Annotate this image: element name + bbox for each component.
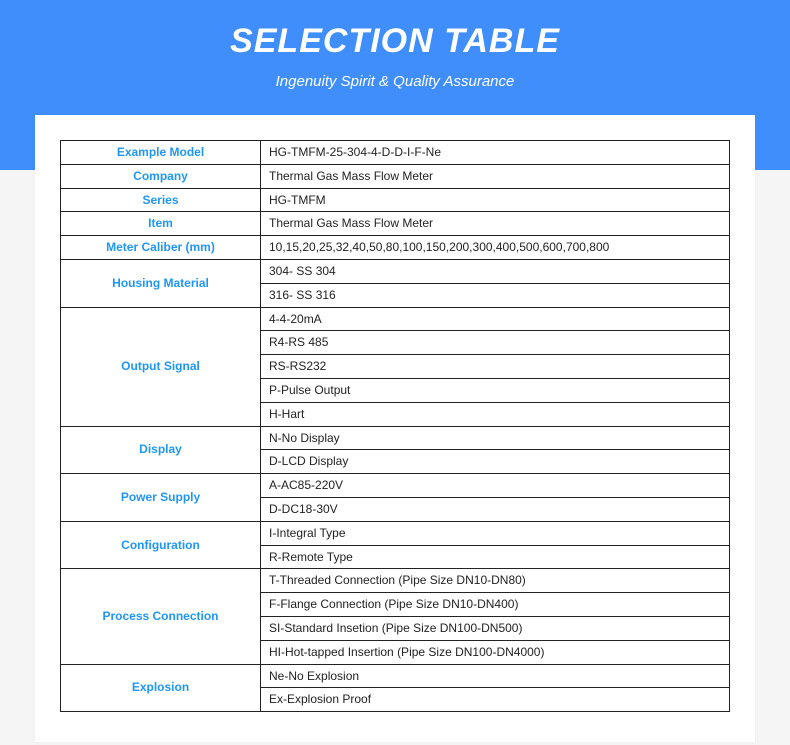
row-label: Power Supply: [61, 474, 261, 522]
row-label: Company: [61, 164, 261, 188]
row-value: P-Pulse Output: [261, 378, 730, 402]
row-value: N-No Display: [261, 426, 730, 450]
row-value: T-Threaded Connection (Pipe Size DN10-DN…: [261, 569, 730, 593]
row-value: F-Flange Connection (Pipe Size DN10-DN40…: [261, 593, 730, 617]
row-label: Meter Caliber (mm): [61, 236, 261, 260]
row-value: 4-4-20mA: [261, 307, 730, 331]
table-row: Power SupplyA-AC85-220V: [61, 474, 730, 498]
row-value: Thermal Gas Mass Flow Meter: [261, 212, 730, 236]
table-row: SeriesHG-TMFM: [61, 188, 730, 212]
row-value: RS-RS232: [261, 355, 730, 379]
row-label: Output Signal: [61, 307, 261, 426]
table-row: DisplayN-No Display: [61, 426, 730, 450]
row-label: Display: [61, 426, 261, 474]
row-value: HG-TMFM-25-304-4-D-D-I-F-Ne: [261, 141, 730, 165]
row-label: Example Model: [61, 141, 261, 165]
table-row: ItemThermal Gas Mass Flow Meter: [61, 212, 730, 236]
selection-table: Example ModelHG-TMFM-25-304-4-D-D-I-F-Ne…: [60, 140, 730, 712]
row-label: Series: [61, 188, 261, 212]
page-title: SELECTION TABLE: [0, 22, 790, 61]
row-label: Housing Material: [61, 259, 261, 307]
row-value: Ne-No Explosion: [261, 664, 730, 688]
row-value: HI-Hot-tapped Insertion (Pipe Size DN100…: [261, 640, 730, 664]
row-value: SI-Standard Insetion (Pipe Size DN100-DN…: [261, 616, 730, 640]
row-label: Process Connection: [61, 569, 261, 664]
row-label: Explosion: [61, 664, 261, 712]
row-value: Ex-Explosion Proof: [261, 688, 730, 712]
table-row: Housing Material304- SS 304: [61, 259, 730, 283]
row-value: Thermal Gas Mass Flow Meter: [261, 164, 730, 188]
row-value: R-Remote Type: [261, 545, 730, 569]
table-card: Example ModelHG-TMFM-25-304-4-D-D-I-F-Ne…: [35, 115, 755, 742]
table-row: CompanyThermal Gas Mass Flow Meter: [61, 164, 730, 188]
row-value: HG-TMFM: [261, 188, 730, 212]
table-row: Process ConnectionT-Threaded Connection …: [61, 569, 730, 593]
table-row: ExplosionNe-No Explosion: [61, 664, 730, 688]
table-row: ConfigurationI-Integral Type: [61, 521, 730, 545]
row-label: Item: [61, 212, 261, 236]
row-label: Configuration: [61, 521, 261, 569]
row-value: 304- SS 304: [261, 259, 730, 283]
row-value: R4-RS 485: [261, 331, 730, 355]
row-value: 316- SS 316: [261, 283, 730, 307]
row-value: D-DC18-30V: [261, 497, 730, 521]
table-row: Meter Caliber (mm)10,15,20,25,32,40,50,8…: [61, 236, 730, 260]
row-value: 10,15,20,25,32,40,50,80,100,150,200,300,…: [261, 236, 730, 260]
row-value: D-LCD Display: [261, 450, 730, 474]
page-subtitle: Ingenuity Spirit & Quality Assurance: [0, 73, 790, 90]
row-value: I-Integral Type: [261, 521, 730, 545]
row-value: H-Hart: [261, 402, 730, 426]
table-row: Output Signal4-4-20mA: [61, 307, 730, 331]
row-value: A-AC85-220V: [261, 474, 730, 498]
table-row: Example ModelHG-TMFM-25-304-4-D-D-I-F-Ne: [61, 141, 730, 165]
